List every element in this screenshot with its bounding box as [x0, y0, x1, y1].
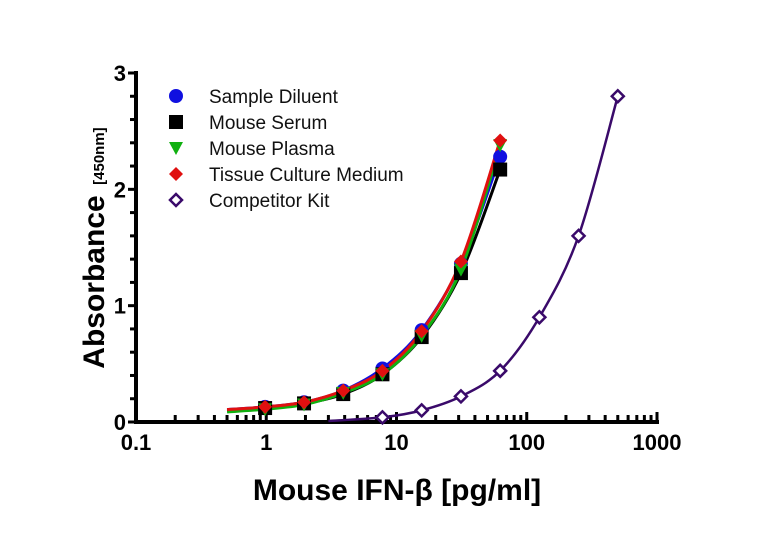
- data-point: [414, 324, 429, 339]
- y-tick-label: 1: [114, 294, 126, 319]
- data-point: [493, 149, 508, 164]
- legend-label: Competitor Kit: [209, 191, 330, 212]
- legend-marker-circle: [169, 89, 183, 103]
- data-point: [453, 263, 468, 277]
- data-point: [297, 395, 312, 410]
- x-tick-label: 10: [384, 430, 408, 455]
- data-point: [492, 363, 508, 379]
- data-point: [493, 162, 508, 177]
- curve-competitor-kit: [328, 95, 619, 423]
- x-axis-title: Mouse IFN-β [pg/ml]: [253, 474, 541, 507]
- data-point: [493, 133, 508, 148]
- data-point: [374, 409, 391, 426]
- data-point: [453, 254, 468, 269]
- legend-marker-diamond: [169, 167, 183, 181]
- legend-label: Mouse Plasma: [209, 139, 335, 160]
- y-tick-label: 2: [114, 177, 126, 202]
- legend-label: Tissue Culture Medium: [209, 165, 404, 186]
- data-point: [375, 363, 390, 378]
- legend-marker-diamond-open: [168, 192, 184, 208]
- data-point: [336, 383, 351, 398]
- y-axis-title-sub: [450nm]: [91, 127, 108, 185]
- y-tick-label: 0: [114, 410, 126, 435]
- axes: 0 1 2 3 0.1 1 10 100 1000: [114, 61, 682, 455]
- data-point: [531, 309, 548, 326]
- legend-marker-triangle-down: [169, 142, 183, 155]
- data-point: [258, 399, 273, 414]
- y-axis-title: Absorbance: [78, 195, 111, 368]
- legend-label: Sample Diluent: [209, 87, 339, 108]
- legend-marker-square: [169, 115, 183, 129]
- data-point: [413, 402, 430, 419]
- x-tick-label: 100: [508, 430, 545, 455]
- svg-text:Absorbance [450nm]: Absorbance [450nm]: [78, 127, 111, 368]
- data-point: [610, 88, 626, 105]
- x-tick-label: 1: [260, 430, 272, 455]
- data-point: [570, 228, 587, 244]
- y-tick-label: 3: [114, 61, 126, 86]
- data-point: [453, 388, 469, 405]
- legend-label: Mouse Serum: [209, 113, 327, 134]
- x-tick-label: 0.1: [121, 430, 152, 455]
- y-axis-title-group: Absorbance [450nm]: [78, 127, 111, 368]
- x-tick-label: 1000: [633, 430, 682, 455]
- legend: Sample Diluent Mouse Serum Mouse Plasma Tis…: [168, 87, 404, 212]
- data-markers: [258, 88, 626, 426]
